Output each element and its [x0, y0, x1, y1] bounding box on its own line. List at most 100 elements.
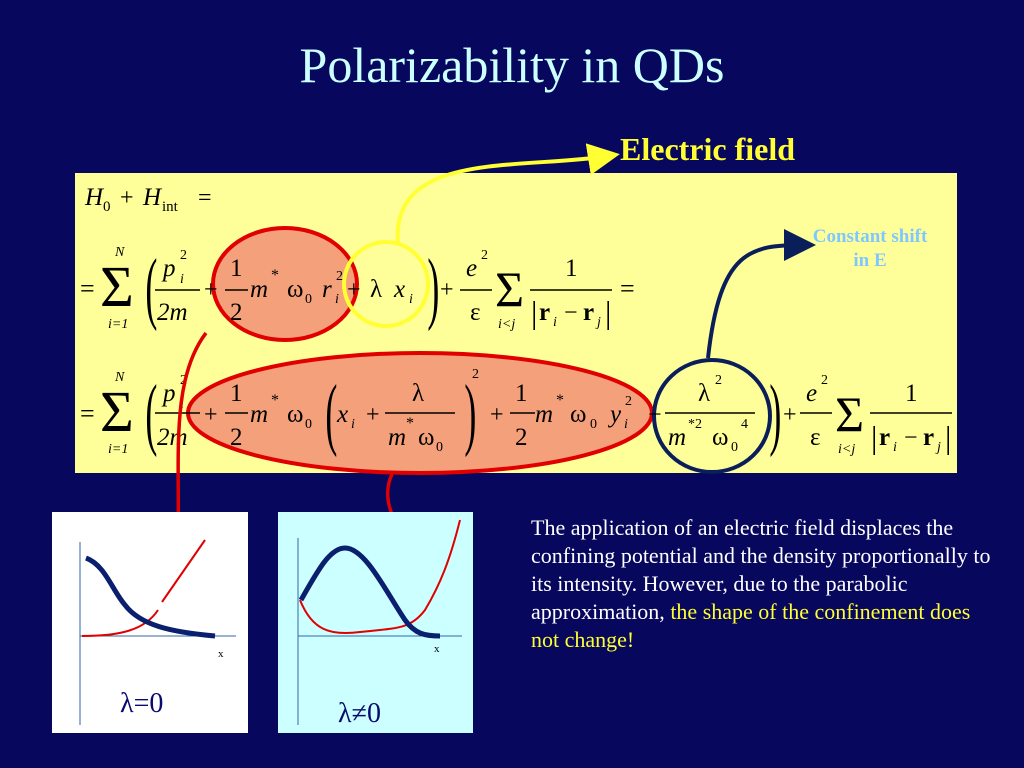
equation-symbol: 2	[481, 248, 488, 263]
potential-curve	[81, 539, 206, 637]
axis-label: x	[218, 648, 224, 660]
equation-symbol: N	[114, 245, 125, 260]
equation-symbol: *	[271, 267, 279, 284]
equation-symbol: 1	[515, 380, 528, 407]
equation-symbol: m	[668, 424, 686, 451]
equation-symbol: 2	[472, 367, 479, 382]
equation-symbol: −	[648, 402, 662, 428]
equation-symbol: 0	[103, 199, 111, 215]
equation-symbol: 2m	[157, 424, 188, 451]
potential-curve	[299, 519, 461, 635]
equation-symbol: λ	[412, 380, 424, 407]
equation-symbol: (	[145, 244, 157, 332]
equation-symbol: i=1	[108, 442, 128, 457]
equation-symbol: +	[783, 402, 797, 428]
arrow	[395, 143, 620, 245]
equation-symbol: =	[80, 399, 95, 428]
field-term-circle	[342, 240, 430, 328]
equation-symbol: j	[595, 315, 601, 330]
equation-symbol: r	[879, 424, 890, 451]
equation-symbol: i=1	[108, 317, 128, 332]
equation-symbol: m	[388, 424, 406, 451]
equation-symbol: 2m	[157, 299, 188, 326]
equation-symbol: 1	[230, 380, 243, 407]
equation-symbol: i	[409, 292, 413, 307]
equation-symbol: 2	[336, 269, 343, 284]
equation-symbol: 0	[436, 440, 443, 455]
density-curve	[298, 545, 441, 639]
equation-symbol: ε	[810, 424, 821, 451]
equation-symbol: r	[923, 424, 934, 451]
equation-symbol: m	[250, 276, 268, 303]
equation-symbol: e	[806, 380, 817, 407]
equation-symbol: H	[142, 184, 163, 211]
equation-symbol: N	[114, 370, 125, 385]
equation-symbol: 2	[715, 373, 722, 388]
equation-symbol: λ	[698, 380, 710, 407]
equation-symbol: *	[271, 392, 279, 409]
equation-symbol: =	[80, 274, 95, 303]
equation-symbol: ω	[570, 401, 586, 428]
equation-symbol: i	[553, 315, 557, 330]
equation-symbol: =	[620, 274, 635, 303]
equation-symbol: ω	[287, 276, 303, 303]
equation-symbol: |	[871, 419, 877, 455]
equation-symbol: 0	[305, 292, 312, 307]
equation-symbol: i	[180, 272, 184, 287]
plot-caption: λ≠0	[338, 698, 381, 729]
arrow	[164, 331, 208, 549]
equation-symbol: λ	[370, 276, 382, 303]
equation-symbol: 1	[905, 380, 918, 407]
highlight-ellipse	[211, 226, 359, 342]
equation-symbol: ε	[470, 299, 481, 326]
equation-symbol: e	[466, 255, 477, 282]
equation-symbol: *2	[688, 417, 702, 432]
equation-symbol: i<j	[498, 317, 515, 332]
equation-symbol: +	[440, 277, 454, 303]
equation-symbol: 2	[180, 248, 187, 263]
equation-symbol: 2	[230, 299, 243, 326]
equation-symbol: 1	[565, 255, 578, 282]
equation-symbol: m	[250, 401, 268, 428]
equation-symbol: (	[145, 370, 157, 458]
equation-symbol: i<j	[838, 442, 855, 457]
equation-symbol: +	[490, 402, 504, 428]
equation-symbol: int	[162, 199, 179, 215]
equation-symbol: +	[347, 277, 361, 303]
equation-symbol: 0	[731, 440, 738, 455]
equation-symbol: Σ	[835, 386, 864, 442]
equation-symbol: |	[531, 294, 537, 330]
density-curve	[84, 555, 216, 639]
equation-symbol: +	[204, 402, 218, 428]
equation-symbol: x	[336, 401, 348, 428]
equation-symbol: =	[198, 185, 212, 211]
equation-symbol: m	[535, 401, 553, 428]
equation-symbol: i	[624, 417, 628, 432]
equation-symbol: +	[204, 277, 218, 303]
equation-symbol: r	[583, 299, 594, 326]
equation-symbol: |	[605, 294, 611, 330]
equation-symbol: )	[464, 370, 476, 458]
equation-symbol: i	[335, 292, 339, 307]
equation-symbol: Σ	[495, 261, 524, 317]
title: Polarizability in QDs	[300, 37, 725, 93]
equation-symbol: )	[769, 370, 781, 458]
equation-symbol: j	[935, 440, 941, 455]
constant-shift-label: Constant shift in E	[812, 226, 928, 271]
equation-symbol: r	[539, 299, 550, 326]
equation-symbol: ω	[418, 424, 434, 451]
equation-symbol: p	[161, 380, 176, 407]
equation-symbol: (	[325, 370, 337, 458]
electric-field-label: Electric field	[620, 131, 795, 167]
equation-symbol: −	[564, 300, 578, 326]
equation-symbol: i	[351, 417, 355, 432]
description-text: The application of an electric field dis…	[531, 515, 991, 624]
equation-symbol: 2	[230, 424, 243, 451]
equation-symbol: )	[427, 244, 439, 332]
equation-symbol: *	[556, 392, 564, 409]
equation-symbol: 2	[821, 373, 828, 388]
equation-symbol: i	[893, 440, 897, 455]
axis-label: x	[434, 643, 440, 655]
